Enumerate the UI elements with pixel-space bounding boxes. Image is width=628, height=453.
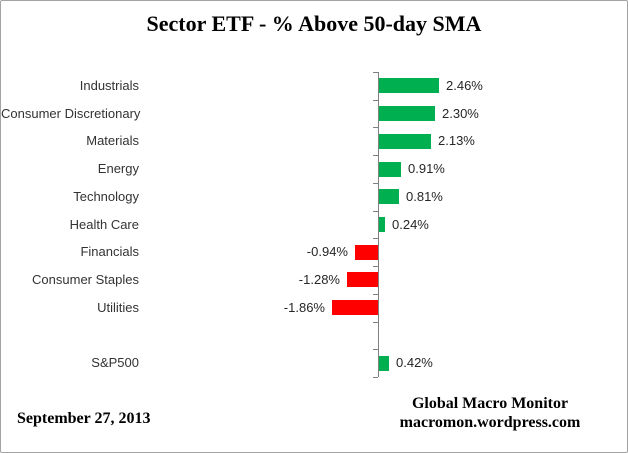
axis-tick	[373, 183, 378, 184]
category-label: Industrials	[79, 78, 139, 93]
value-label: 2.13%	[438, 133, 475, 148]
category-label: S&P500	[91, 355, 139, 370]
value-label: 0.81%	[406, 189, 443, 204]
value-label: -1.28%	[298, 272, 340, 287]
axis-tick	[373, 155, 378, 156]
axis-tick	[373, 100, 378, 101]
category-label: Consumer Discretionary	[1, 106, 141, 121]
category-label: Energy	[97, 161, 139, 176]
bar-positive	[379, 189, 399, 204]
axis-tick	[373, 266, 378, 267]
axis-tick	[373, 127, 378, 128]
category-label: Consumer Staples	[32, 272, 139, 287]
brand-block: Global Macro Monitor macromon.wordpress.…	[350, 394, 627, 432]
bar-positive	[379, 134, 431, 149]
category-label: Technology	[73, 189, 139, 204]
value-axis-line	[378, 72, 379, 377]
category-label: Health Care	[69, 217, 139, 232]
axis-tick	[373, 377, 378, 378]
category-label: Financials	[80, 244, 139, 259]
category-label: Utilities	[97, 300, 139, 315]
axis-tick	[373, 294, 378, 295]
brand-url: macromon.wordpress.com	[399, 414, 581, 431]
value-label: 2.46%	[446, 78, 483, 93]
bar-positive	[379, 106, 435, 121]
value-label: 2.30%	[442, 106, 479, 121]
chart-date: September 27, 2013	[17, 410, 151, 427]
axis-tick	[373, 322, 378, 323]
bar-positive	[379, 356, 389, 371]
bar-negative	[347, 272, 378, 287]
axis-tick	[373, 238, 378, 239]
bar-negative	[355, 245, 378, 260]
value-label: -0.94%	[306, 244, 348, 259]
value-label: -1.86%	[283, 300, 325, 315]
category-label: Materials	[86, 133, 139, 148]
bar-positive	[379, 217, 385, 232]
axis-tick	[373, 211, 378, 212]
bar-positive	[379, 162, 401, 177]
axis-tick	[373, 349, 378, 350]
brand-name: Global Macro Monitor	[411, 395, 569, 412]
chart-title: Sector ETF - % Above 50-day SMA	[146, 11, 482, 36]
bar-negative	[332, 300, 378, 315]
value-label: 0.42%	[396, 355, 433, 370]
axis-tick	[373, 72, 378, 73]
bar-positive	[379, 78, 439, 93]
value-label: 0.24%	[392, 217, 429, 232]
value-label: 0.91%	[408, 161, 445, 176]
